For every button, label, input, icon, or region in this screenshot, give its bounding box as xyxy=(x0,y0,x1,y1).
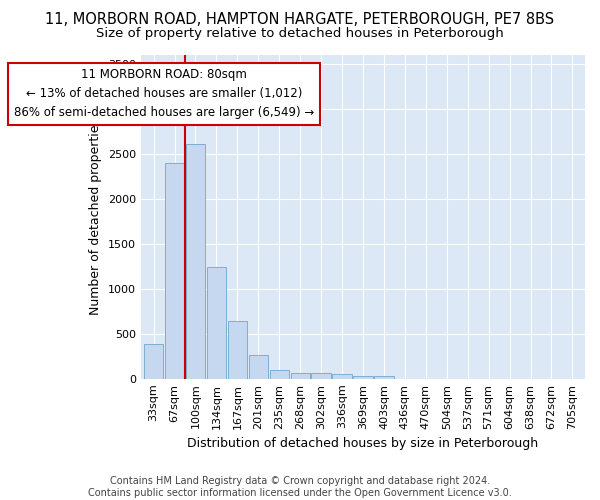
Bar xyxy=(207,268,226,379)
Bar xyxy=(186,144,205,379)
Bar xyxy=(374,376,394,379)
Text: Contains HM Land Registry data © Crown copyright and database right 2024.
Contai: Contains HM Land Registry data © Crown c… xyxy=(88,476,512,498)
Bar xyxy=(165,163,184,379)
Bar xyxy=(290,373,310,379)
Bar xyxy=(311,374,331,379)
Bar xyxy=(353,376,373,379)
X-axis label: Distribution of detached houses by size in Peterborough: Distribution of detached houses by size … xyxy=(187,437,539,450)
Text: 11, MORBORN ROAD, HAMPTON HARGATE, PETERBOROUGH, PE7 8BS: 11, MORBORN ROAD, HAMPTON HARGATE, PETER… xyxy=(46,12,554,28)
Bar xyxy=(228,321,247,379)
Bar xyxy=(269,370,289,379)
Bar xyxy=(332,374,352,379)
Bar xyxy=(248,356,268,379)
Text: 11 MORBORN ROAD: 80sqm
← 13% of detached houses are smaller (1,012)
86% of semi-: 11 MORBORN ROAD: 80sqm ← 13% of detached… xyxy=(14,68,314,120)
Text: Size of property relative to detached houses in Peterborough: Size of property relative to detached ho… xyxy=(96,28,504,40)
Bar xyxy=(144,344,163,379)
Y-axis label: Number of detached properties: Number of detached properties xyxy=(89,118,103,316)
